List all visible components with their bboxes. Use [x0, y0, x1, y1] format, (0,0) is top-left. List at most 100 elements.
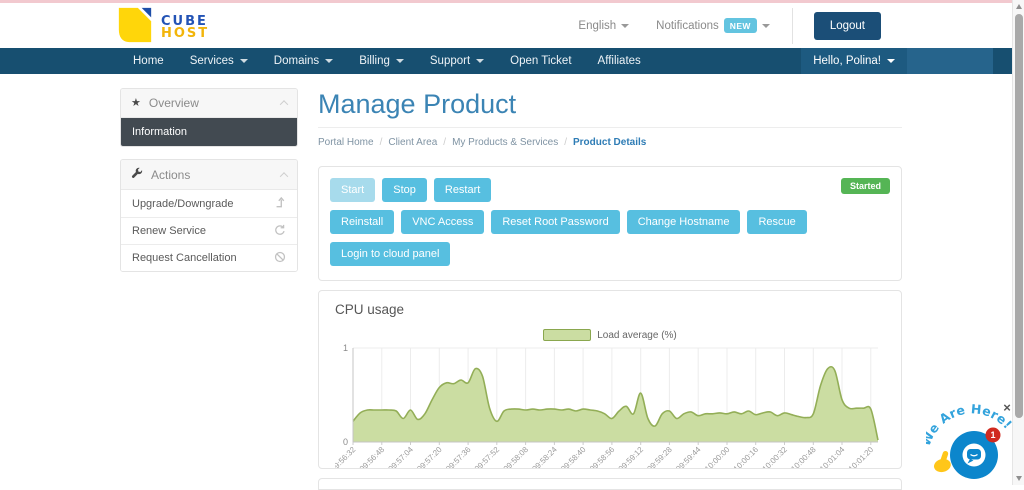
svg-text:09:57:04: 09:57:04: [387, 445, 416, 469]
manage-button-rescue[interactable]: Rescue: [747, 210, 807, 234]
ban-icon: [274, 251, 286, 266]
caret-down-icon: [621, 23, 630, 28]
breadcrumb-current-product-details: Product Details: [573, 137, 647, 148]
product-actions-panel: Started Start Stop Restart Reinstall VNC…: [318, 166, 902, 281]
legend-swatch: [543, 329, 592, 341]
chat-bubble-icon[interactable]: [950, 431, 998, 479]
svg-text:09:57:36: 09:57:36: [444, 445, 473, 469]
scroll-down-icon[interactable]: [1013, 472, 1024, 485]
action-item-label: Upgrade/Downgrade: [132, 197, 234, 210]
page-top-accent-line: [0, 0, 1012, 3]
svg-text:10:01:20: 10:01:20: [847, 445, 876, 469]
svg-text:09:57:20: 09:57:20: [415, 445, 444, 469]
svg-text:10:00:16: 10:00:16: [732, 445, 761, 469]
user-menu[interactable]: Hello, Polina!: [801, 48, 907, 74]
wrench-icon: [131, 166, 143, 184]
caret-down-icon: [887, 59, 895, 63]
legend-label: Load average (%): [597, 329, 677, 341]
main-navbar: Home Services Domains Billing Support Op…: [0, 48, 1012, 74]
sidebar-overview-header[interactable]: ★ Overview: [121, 89, 297, 118]
svg-text:09:56:32: 09:56:32: [335, 445, 358, 469]
chat-badge: 1: [985, 427, 1001, 443]
actions-title: Actions: [151, 167, 191, 182]
nav-item-label: Domains: [273, 55, 320, 67]
chart-legend: Load average (%): [319, 329, 901, 341]
svg-text:10:01:04: 10:01:04: [818, 445, 847, 469]
svg-text:09:58:08: 09:58:08: [502, 445, 531, 469]
nav-item-domains[interactable]: Domains: [261, 48, 346, 74]
notifications-menu[interactable]: Notifications NEW: [656, 18, 770, 33]
sidebar-item-label: Information: [132, 126, 188, 138]
scroll-up-icon[interactable]: [1013, 0, 1024, 13]
sidebar-actions-header[interactable]: Actions: [121, 160, 297, 190]
svg-text:09:58:56: 09:58:56: [588, 445, 617, 469]
sidebar: ★ Overview Information Actions Upgrade/D…: [120, 88, 298, 272]
brand-logo[interactable]: CUBE HOST: [116, 6, 209, 49]
caret-down-icon: [239, 59, 248, 63]
language-label: English: [578, 19, 617, 32]
cloud-panel-button[interactable]: Login to cloud panel: [330, 242, 451, 266]
level-up-icon: [274, 196, 286, 211]
svg-text:09:59:28: 09:59:28: [645, 445, 674, 469]
svg-text:09:59:12: 09:59:12: [617, 445, 646, 469]
power-button-stop[interactable]: Stop: [382, 178, 427, 202]
action-item-renew-service[interactable]: Renew Service: [121, 217, 297, 244]
overview-title: Overview: [148, 96, 199, 110]
nav-item-affiliates[interactable]: Affiliates: [585, 48, 654, 74]
power-button-restart[interactable]: Restart: [433, 178, 492, 202]
cpu-usage-title: CPU usage: [335, 302, 405, 317]
star-icon: ★: [131, 96, 141, 109]
nav-item-label: Affiliates: [597, 55, 641, 67]
breadcrumb-link-client-area[interactable]: Client Area: [388, 137, 438, 148]
actions-panel: Actions Upgrade/Downgrade Renew Service …: [120, 159, 298, 272]
breadcrumb-separator: /: [443, 137, 447, 148]
next-panel-edge: [318, 478, 902, 490]
svg-text:09:56:48: 09:56:48: [358, 445, 387, 469]
nav-item-services[interactable]: Services: [177, 48, 261, 74]
manage-button-reset-root-password[interactable]: Reset Root Password: [491, 210, 620, 234]
svg-text:09:59:44: 09:59:44: [674, 445, 703, 469]
status-badge: Started: [840, 178, 890, 194]
main-content: Manage Product Portal Home / Client Area / M…: [318, 88, 902, 490]
svg-text:10:00:48: 10:00:48: [789, 445, 818, 469]
action-item-request-cancellation[interactable]: Request Cancellation: [121, 244, 297, 271]
nav-item-support[interactable]: Support: [417, 48, 497, 74]
nav-item-label: Home: [133, 55, 164, 67]
scrollbar: [1012, 0, 1024, 485]
chevron-up-icon: [279, 171, 289, 181]
nav-item-home[interactable]: Home: [120, 48, 177, 74]
breadcrumb: Portal Home / Client Area / My Products & Se…: [318, 137, 902, 148]
breadcrumb-link-portal-home[interactable]: Portal Home: [318, 137, 374, 148]
chat-widget: × We Are Here! 1: [926, 396, 1016, 485]
language-selector[interactable]: English: [578, 19, 630, 32]
chat-close-button[interactable]: ×: [1003, 400, 1011, 415]
caret-down-icon: [395, 59, 404, 63]
refresh-icon: [274, 224, 286, 239]
brand-logo-text: CUBE HOST: [161, 13, 210, 41]
caret-down-icon: [761, 23, 770, 28]
nav-item-label: Billing: [359, 55, 390, 67]
svg-text:09:57:52: 09:57:52: [473, 445, 502, 469]
manage-button-reinstall[interactable]: Reinstall: [330, 210, 395, 234]
svg-text:10:00:00: 10:00:00: [703, 445, 732, 469]
nav-item-label: Open Ticket: [510, 55, 572, 67]
chevron-up-icon: [279, 100, 289, 109]
site-header: CUBE HOST English Notifications NEW Logo…: [0, 3, 1012, 48]
nav-item-billing[interactable]: Billing: [346, 48, 417, 74]
navbar-right-highlight: [907, 48, 993, 74]
new-badge: NEW: [723, 18, 757, 33]
nav-item-label: Services: [189, 55, 234, 67]
manage-button-vnc-access[interactable]: VNC Access: [401, 210, 485, 234]
sidebar-item-information[interactable]: Information: [121, 118, 297, 146]
scrollbar-thumb[interactable]: [1014, 14, 1023, 418]
logout-button[interactable]: Logout: [813, 11, 881, 40]
caret-down-icon: [476, 59, 485, 63]
nav-item-open-ticket[interactable]: Open Ticket: [497, 48, 584, 74]
header-divider: [791, 7, 793, 44]
breadcrumb-separator: /: [379, 137, 383, 148]
breadcrumb-separator: /: [564, 137, 567, 148]
manage-button-change-hostname[interactable]: Change Hostname: [626, 210, 741, 234]
action-item-upgrade-downgrade[interactable]: Upgrade/Downgrade: [121, 190, 297, 217]
breadcrumb-link-my-products[interactable]: My Products & Services: [452, 137, 559, 148]
